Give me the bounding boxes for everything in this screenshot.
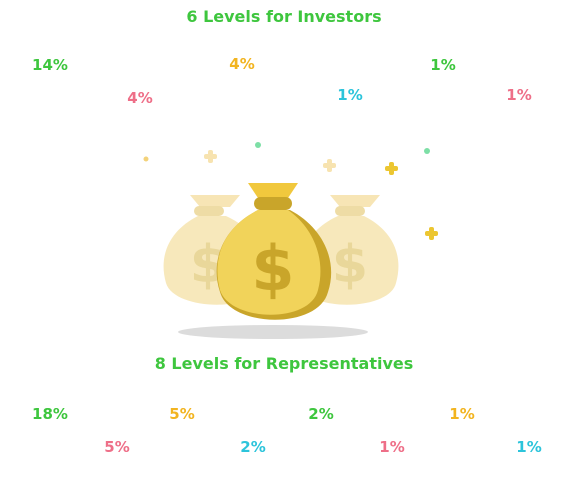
bag-shadow: [178, 325, 368, 339]
sparkle-dot-icon: [255, 142, 261, 148]
investor-level-4: 1%: [337, 86, 363, 104]
representative-level-6: 1%: [379, 438, 405, 456]
representative-level-4: 2%: [240, 438, 266, 456]
investor-level-6: 1%: [506, 86, 532, 104]
investor-level-5: 1%: [430, 56, 456, 74]
investor-level-3: 4%: [229, 55, 255, 73]
investor-level-1: 14%: [32, 56, 68, 74]
investor-level-2: 4%: [127, 89, 153, 107]
sparkle-plus-icon: [425, 227, 438, 240]
sparkle-dot-icon: [143, 156, 149, 162]
sparkle-plus-icon: [385, 162, 398, 175]
sparkle-plus-icon: [204, 150, 217, 163]
sparkle-dot-icon: [424, 148, 430, 154]
representative-level-1: 18%: [32, 405, 68, 423]
sparkle-plus-icon: [323, 159, 336, 172]
representative-level-3: 5%: [169, 405, 195, 423]
representative-level-5: 2%: [308, 405, 334, 423]
center-money-bag-icon: $: [216, 183, 332, 320]
representatives-title: 8 Levels for Representatives: [154, 354, 414, 373]
representative-level-7: 1%: [449, 405, 475, 423]
investors-title: 6 Levels for Investors: [186, 7, 382, 26]
svg-text:$: $: [332, 235, 368, 295]
representative-level-8: 1%: [516, 438, 542, 456]
representative-level-2: 5%: [104, 438, 130, 456]
svg-text:$: $: [251, 232, 294, 305]
